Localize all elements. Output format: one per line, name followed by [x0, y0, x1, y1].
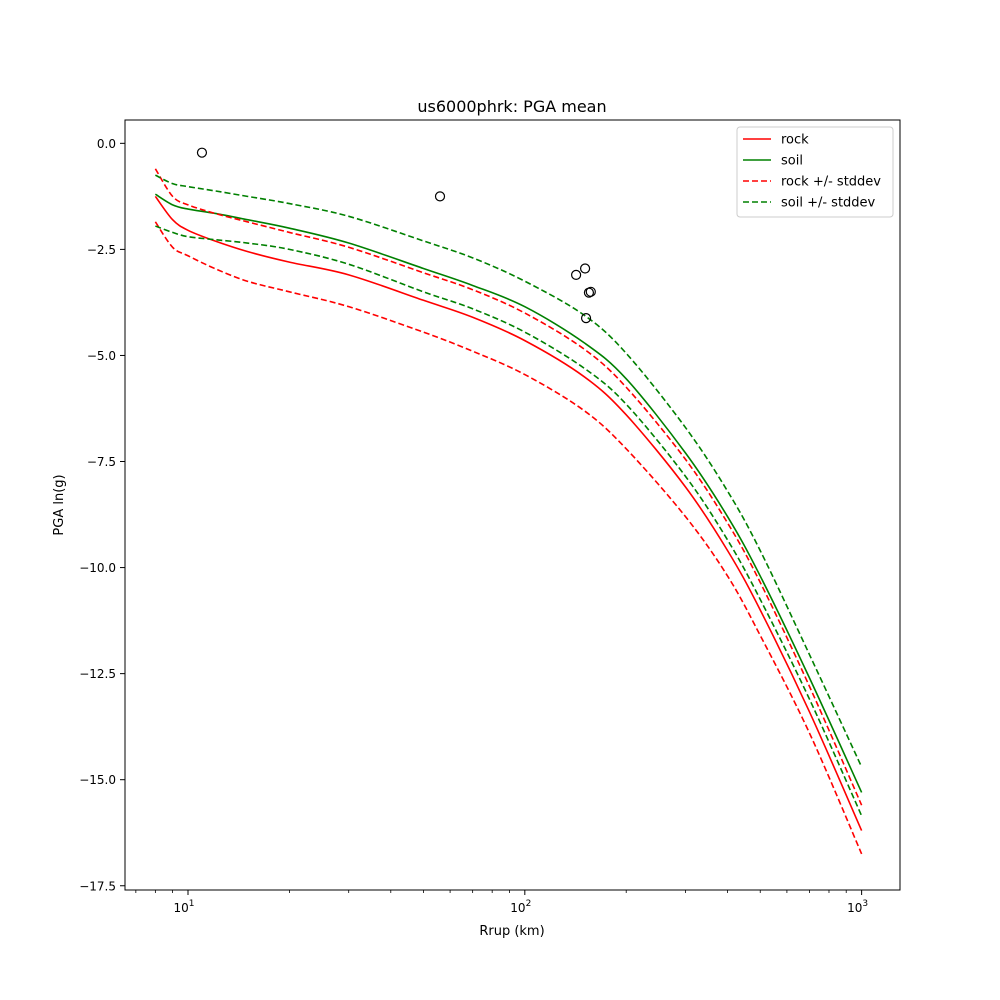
y-axis-label: PGA ln(g) [52, 474, 67, 535]
observation-point [196, 147, 208, 158]
x-tick-label: 102 [510, 899, 531, 915]
legend: rock soil rock +/- stddev soil +/- stddev [736, 126, 894, 218]
observation-point [585, 286, 596, 297]
y-tick-label: −2.5 [87, 243, 116, 257]
observation-point [434, 191, 446, 202]
y-tick-label: −7.5 [87, 455, 116, 469]
series-line-0 [154, 195, 863, 831]
legend-label: rock +/- stddev [781, 175, 881, 190]
y-tick-label: −12.5 [79, 667, 116, 681]
y-tick-label: 0.0 [97, 137, 116, 151]
observation-point [580, 313, 592, 324]
y-tick-label: −15.0 [79, 773, 116, 787]
series-line-2 [154, 168, 863, 806]
plot-area [154, 147, 863, 855]
x-tick-label: 103 [847, 899, 868, 915]
series-line-5 [155, 225, 863, 817]
plot-frame [124, 119, 901, 891]
y-tick-label: −17.5 [79, 879, 116, 893]
x-axis-label: Rrup (km) [479, 924, 544, 939]
y-axis: 0.0 −2.5 −5.0 −7.5 −10.0 −12.5 −15.0 −17.5 [79, 137, 125, 893]
legend-label: rock [781, 133, 809, 148]
legend-box [736, 126, 894, 218]
chart-title: us6000phrk: PGA mean [417, 97, 606, 116]
x-tick-label: 101 [174, 899, 195, 915]
observation-point [579, 263, 591, 274]
y-tick-label: −10.0 [79, 561, 116, 575]
observation-point [571, 269, 582, 280]
series-line-3 [155, 174, 863, 768]
legend-label: soil +/- stddev [781, 196, 876, 211]
series-line-4 [154, 221, 863, 855]
legend-label: soil [781, 154, 803, 169]
y-tick-label: −5.0 [87, 349, 116, 363]
